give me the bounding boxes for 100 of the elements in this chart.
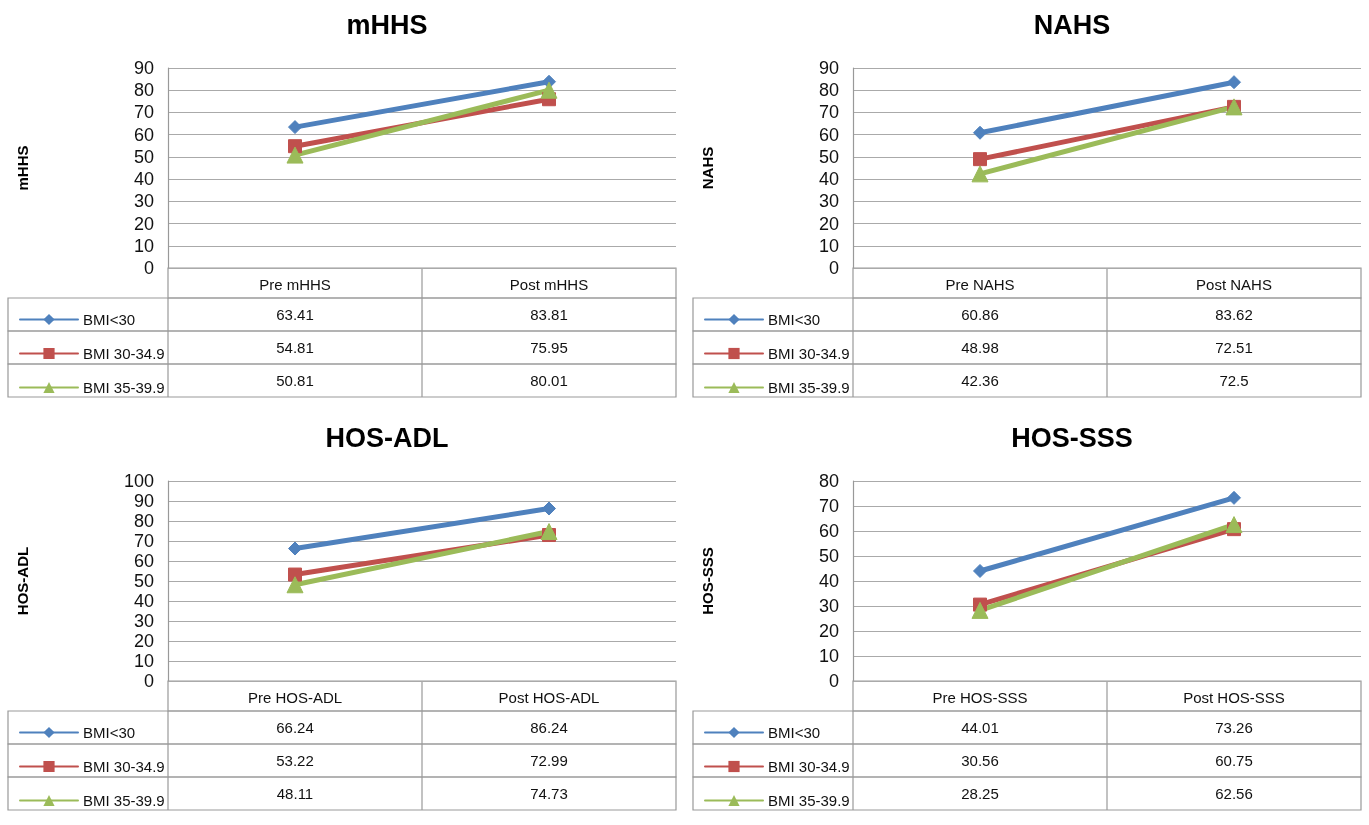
point — [1227, 490, 1241, 505]
y-tick-label: 30 — [818, 596, 839, 616]
point — [1227, 75, 1241, 90]
y-axis-title: HOS-SSS — [699, 547, 716, 615]
data-label: 50.81 — [276, 372, 314, 389]
legend-label: BMI<30 — [768, 724, 821, 741]
data-label: 44.01 — [961, 719, 999, 736]
legend-label: BMI 35-39.9 — [768, 792, 850, 809]
y-tick-label: 0 — [143, 258, 154, 278]
data-label: 66.24 — [276, 719, 314, 736]
data-label: 83.81 — [530, 306, 568, 323]
y-tick-label: 30 — [133, 611, 154, 631]
legend-label: BMI 30-34.9 — [83, 758, 165, 775]
data-label: 62.56 — [1215, 785, 1253, 802]
y-tick-label: 0 — [828, 671, 839, 691]
y-tick-label: 40 — [133, 591, 154, 611]
data-label: 53.22 — [276, 752, 314, 769]
y-tick-label: 30 — [818, 191, 839, 212]
x-tick-label: Post mHHS — [509, 276, 589, 293]
y-tick-label: 50 — [818, 146, 839, 167]
data-label: 54.81 — [276, 339, 314, 356]
y-tick-label: 50 — [133, 146, 154, 167]
chart-title: mHHS — [346, 9, 428, 40]
y-axis-title: HOS-ADL — [14, 546, 31, 616]
point — [288, 120, 302, 135]
data-label: 63.41 — [276, 306, 314, 323]
data-label: 75.95 — [530, 339, 568, 356]
y-tick-label: 60 — [818, 124, 839, 145]
y-tick-label: 70 — [133, 102, 154, 123]
y-tick-label: 70 — [133, 531, 154, 551]
y-tick-label: 70 — [818, 496, 839, 516]
data-label: 72.5 — [1219, 372, 1249, 389]
y-tick-label: 80 — [818, 471, 839, 491]
point — [542, 501, 556, 516]
y-tick-label: 60 — [133, 551, 154, 571]
legend-label: BMI 30-34.9 — [83, 345, 165, 362]
data-label: 48.98 — [961, 339, 999, 356]
y-tick-label: 90 — [133, 491, 154, 511]
y-tick-label: 50 — [133, 571, 154, 591]
y-tick-label: 40 — [818, 571, 839, 591]
y-tick-label: 10 — [133, 235, 154, 256]
data-label: 60.75 — [1215, 752, 1253, 769]
y-tick-label: 10 — [818, 646, 839, 666]
data-label: 72.99 — [530, 752, 568, 769]
data-label: 28.25 — [961, 785, 999, 802]
point — [973, 125, 987, 140]
data-label: 30.56 — [961, 752, 999, 769]
legend-label: BMI 35-39.9 — [768, 379, 850, 396]
chart-title: HOS-SSS — [1011, 422, 1133, 453]
x-tick-label: Pre mHHS — [259, 276, 331, 293]
data-label: 83.62 — [1215, 306, 1253, 323]
y-tick-label: 70 — [818, 102, 839, 123]
y-tick-label: 80 — [818, 80, 839, 101]
y-tick-label: 90 — [818, 58, 839, 78]
y-tick-label: 50 — [818, 546, 839, 566]
y-tick-label: 20 — [818, 213, 839, 234]
x-tick-label: Pre HOS-SSS — [932, 689, 1028, 706]
y-tick-label: 80 — [133, 511, 154, 531]
x-tick-label: Pre HOS-ADL — [247, 689, 343, 706]
y-tick-label: 90 — [133, 58, 154, 78]
data-label: 48.11 — [276, 785, 314, 802]
legend-label: BMI<30 — [83, 724, 136, 741]
y-tick-label: 20 — [818, 621, 839, 641]
x-tick-label: Post HOS-ADL — [498, 689, 600, 706]
y-tick-label: 30 — [133, 191, 154, 212]
y-tick-label: 10 — [818, 235, 839, 256]
x-tick-label: Pre NAHS — [945, 276, 1015, 293]
y-tick-label: 0 — [143, 671, 154, 691]
point — [973, 152, 987, 167]
y-tick-label: 100 — [123, 471, 154, 491]
y-tick-label: 0 — [828, 258, 839, 278]
y-tick-label: 20 — [133, 213, 154, 234]
data-label: 60.86 — [961, 306, 999, 323]
legend-label: BMI<30 — [768, 311, 821, 328]
y-tick-label: 40 — [133, 169, 154, 190]
point — [973, 563, 987, 578]
legend-label: BMI 35-39.9 — [83, 792, 165, 809]
y-axis-title: mHHS — [14, 145, 31, 191]
x-tick-label: Post HOS-SSS — [1183, 689, 1285, 706]
data-label: 86.24 — [530, 719, 568, 736]
legend-label: BMI 35-39.9 — [83, 379, 165, 396]
y-tick-label: 80 — [133, 80, 154, 101]
data-label: 42.36 — [961, 372, 999, 389]
y-axis-title: NAHS — [699, 146, 716, 190]
x-tick-label: Post NAHS — [1196, 276, 1272, 293]
point — [288, 541, 302, 556]
legend-label: BMI 30-34.9 — [768, 345, 850, 362]
y-tick-label: 60 — [133, 124, 154, 145]
legend-label: BMI 30-34.9 — [768, 758, 850, 775]
data-label: 74.73 — [530, 785, 568, 802]
data-label: 73.26 — [1215, 719, 1253, 736]
y-tick-label: 40 — [818, 169, 839, 190]
chart-title: HOS-ADL — [325, 422, 449, 453]
legend-label: BMI<30 — [83, 311, 136, 328]
chart-title: NAHS — [1033, 9, 1111, 40]
data-label: 80.01 — [530, 372, 568, 389]
y-tick-label: 60 — [818, 521, 839, 541]
y-tick-label: 20 — [133, 631, 154, 651]
data-label: 72.51 — [1215, 339, 1253, 356]
y-tick-label: 10 — [133, 651, 154, 671]
